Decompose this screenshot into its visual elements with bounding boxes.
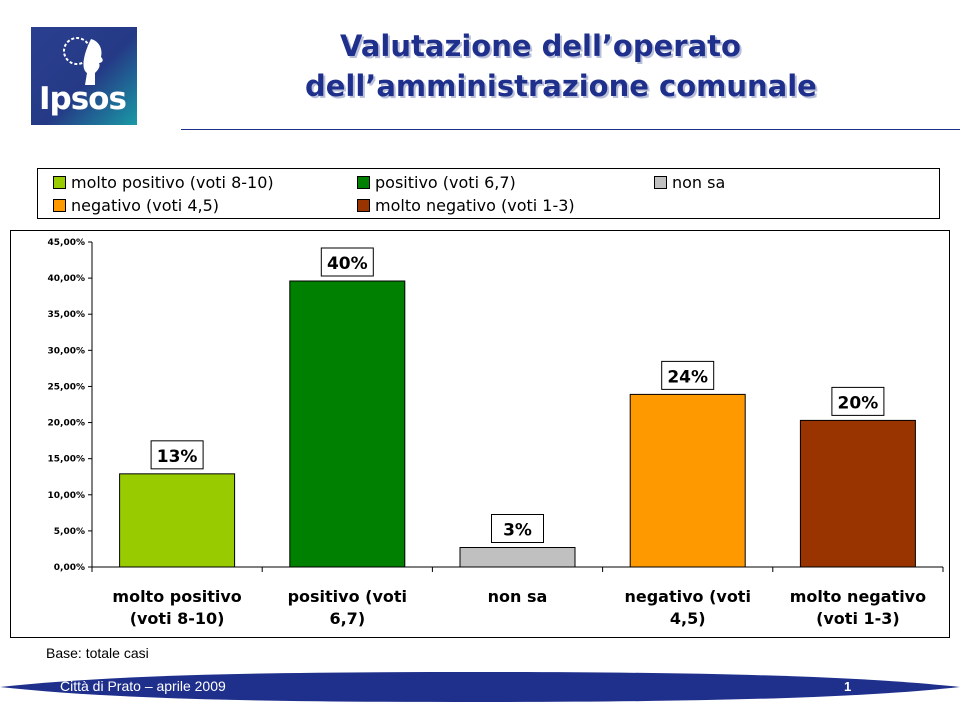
legend-item-molto-negativo: molto negativo (voti 1-3) bbox=[357, 195, 575, 215]
y-tick-label: 25,00% bbox=[48, 382, 86, 392]
logo-text: Ipsos bbox=[39, 81, 127, 117]
y-tick-label: 20,00% bbox=[48, 419, 86, 429]
title-line-2: dell’amministrazione comunale bbox=[305, 69, 817, 103]
legend-item-negativo: negativo (voti 4,5) bbox=[53, 195, 219, 215]
data-label-box bbox=[491, 514, 544, 543]
data-label: 3% bbox=[503, 521, 532, 541]
legend-label: non sa bbox=[672, 172, 726, 192]
data-label-box bbox=[661, 360, 715, 390]
ipsos-logo: Ipsos bbox=[31, 27, 137, 125]
y-tick-label: 45,00% bbox=[48, 238, 86, 248]
y-tick-label: 0,00% bbox=[54, 563, 85, 573]
bar bbox=[459, 547, 576, 568]
legend-item-non-sa: non sa bbox=[654, 172, 725, 192]
legend-item-positivo: positivo (voti 6,7) bbox=[357, 172, 516, 192]
x-category-label: 6,7) bbox=[329, 609, 365, 628]
data-label-box bbox=[320, 247, 374, 277]
x-category-label: molto negativo bbox=[790, 587, 926, 606]
data-label: 40% bbox=[327, 254, 368, 274]
chart-legend: molto positivo (voti 8-10) positivo (vot… bbox=[37, 168, 940, 219]
data-label-box bbox=[831, 386, 885, 416]
tree-face-icon bbox=[63, 37, 103, 85]
legend-item-molto-positivo: molto positivo (voti 8-10) bbox=[53, 172, 274, 192]
bar-chart: 0,00% 5,00% 10,00% 15,00% 20,00% 25,00% 30,00%… bbox=[48, 238, 944, 628]
legend-swatch bbox=[357, 175, 370, 189]
legend-swatch bbox=[53, 198, 66, 212]
title-divider bbox=[181, 129, 960, 130]
legend-label: negativo (voti 4,5) bbox=[71, 195, 219, 215]
y-tick-label: 5,00% bbox=[54, 527, 85, 537]
data-label: 20% bbox=[838, 393, 879, 413]
x-category-label: (voti 1-3) bbox=[816, 609, 900, 628]
x-category-label: negativo (voti bbox=[624, 587, 750, 606]
data-label: 13% bbox=[157, 447, 198, 467]
data-label-box bbox=[150, 440, 204, 470]
legend-label: molto negativo (voti 1-3) bbox=[375, 195, 575, 215]
base-note: Base: totale casi bbox=[46, 645, 149, 661]
bar bbox=[799, 419, 916, 568]
legend-swatch bbox=[654, 175, 667, 189]
chart-area: 0,00% 5,00% 10,00% 15,00% 20,00% 25,00% 30,00%… bbox=[10, 230, 950, 638]
legend-label: molto positivo (voti 8-10) bbox=[71, 172, 274, 192]
y-tick-label: 15,00% bbox=[48, 455, 86, 465]
y-tick-label: 40,00% bbox=[48, 274, 86, 284]
legend-swatch bbox=[357, 198, 370, 212]
bar bbox=[629, 393, 746, 568]
x-category-label: 4,5) bbox=[670, 609, 706, 628]
y-tick-label: 30,00% bbox=[48, 346, 86, 356]
footer-band bbox=[0, 672, 960, 702]
y-tick-label: 10,00% bbox=[48, 491, 86, 501]
y-tick-label: 35,00% bbox=[48, 310, 86, 320]
bar bbox=[119, 473, 236, 568]
data-label: 24% bbox=[667, 367, 708, 387]
legend-label: positivo (voti 6,7) bbox=[375, 172, 516, 192]
x-category-label: non sa bbox=[488, 587, 548, 606]
title-line-1: Valutazione dell’operato bbox=[340, 29, 741, 63]
bar bbox=[289, 280, 406, 568]
x-category-label: (voti 8-10) bbox=[130, 609, 225, 628]
page-number: 1 bbox=[844, 679, 852, 694]
x-category-label: positivo (voti bbox=[288, 587, 407, 606]
x-category-label: molto positivo bbox=[112, 587, 241, 606]
legend-swatch bbox=[53, 175, 66, 189]
footer-source: Città di Prato – aprile 2009 bbox=[60, 678, 226, 694]
